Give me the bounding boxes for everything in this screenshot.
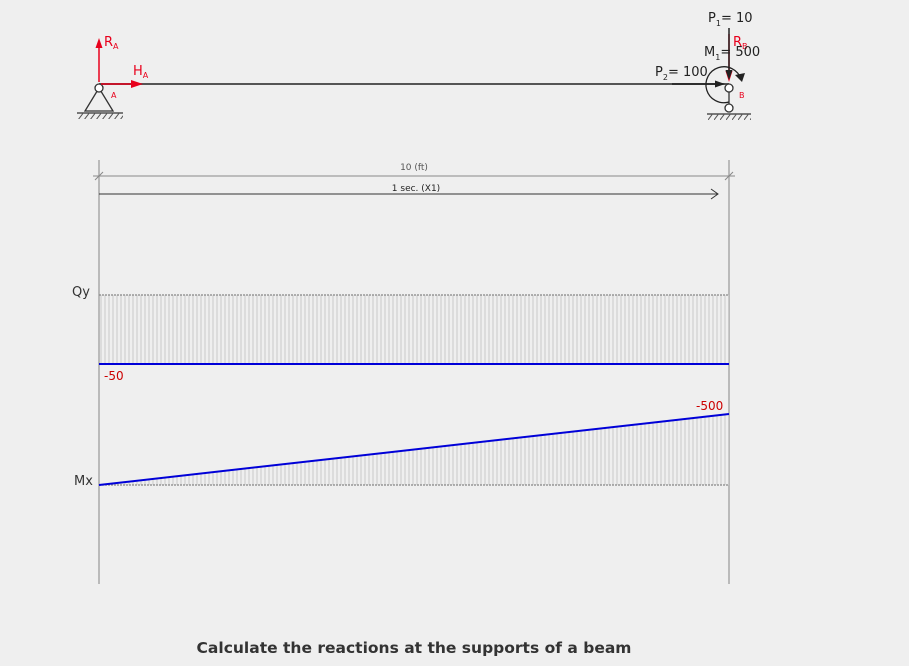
svg-text:M1= 500: M1= 500 (704, 45, 760, 62)
svg-text:P2= 100: P2= 100 (655, 65, 708, 82)
moment-label: Mx (74, 474, 93, 489)
reaction-ra-sub: A (113, 42, 119, 51)
moment-value-label: -500 (696, 399, 723, 413)
shear-diagram: Qy -50 (72, 285, 729, 383)
reaction-ha-main: H (133, 64, 143, 79)
support-a-label: A (111, 91, 117, 100)
load-p2-value: = 100 (668, 65, 708, 80)
shear-value-label: -50 (104, 369, 124, 383)
section-label: 1 sec. (X1) (392, 184, 440, 194)
svg-text:P1= 10: P1= 10 (708, 11, 753, 28)
span-dimension: 10 (ft) (93, 163, 735, 181)
moment-m1: M1= 500 (704, 45, 760, 104)
section-arrow: 1 sec. (X1) (99, 184, 719, 200)
load-p1: P1= 10 (708, 11, 753, 80)
support-a: A (77, 83, 123, 119)
reaction-rb-main: R (733, 35, 742, 50)
moment-value-line (98, 413, 730, 486)
support-b: B (707, 83, 751, 120)
shear-label: Qy (72, 285, 90, 300)
moment-m1-sub: 1 (715, 53, 720, 62)
reaction-ra-main: R (104, 35, 113, 50)
reaction-ha: HA (101, 64, 149, 88)
load-p2-sub: 2 (663, 73, 668, 82)
page-caption: Calculate the reactions at the supports … (196, 639, 632, 657)
load-p2: P2= 100 (655, 65, 725, 88)
reaction-ra: RA (95, 35, 119, 82)
svg-text:RA: RA (104, 35, 119, 51)
load-p2-main: P (655, 65, 663, 80)
load-p1-sub: 1 (716, 19, 721, 28)
load-p1-main: P (708, 11, 716, 26)
reaction-rb-sub: B (742, 42, 748, 51)
moment-diagram: Mx -500 (74, 399, 730, 489)
span-label: 10 (ft) (400, 163, 428, 173)
support-b-label: B (739, 91, 745, 100)
load-p1-value: = 10 (721, 11, 753, 26)
shear-hatch-fill (99, 295, 729, 364)
reaction-ha-sub: A (143, 71, 149, 80)
moment-m1-main: M (704, 45, 715, 60)
svg-text:HA: HA (133, 64, 149, 80)
svg-text:RB: RB (733, 35, 748, 51)
moment-m1-value: = 500 (720, 45, 760, 60)
